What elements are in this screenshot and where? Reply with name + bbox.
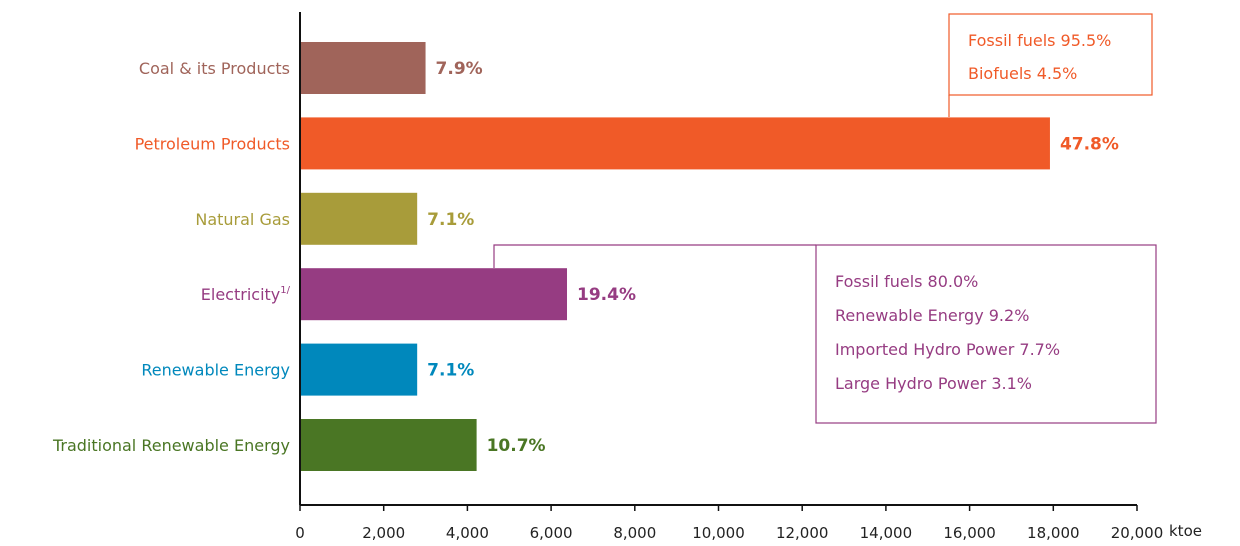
x-tick-label: 20,000 — [1111, 524, 1164, 542]
x-tick-label: 16,000 — [943, 524, 996, 542]
category-label-natural-gas: Natural Gas — [195, 210, 290, 229]
data-label-renewable-energy: 7.1% — [427, 361, 474, 381]
category-label-electricity: Electricity1/ — [201, 285, 291, 304]
category-superscript-electricity: 1/ — [280, 285, 290, 296]
bar-coal-its-products — [301, 42, 426, 94]
annotation-line-electricity: Imported Hydro Power 7.7% — [835, 340, 1060, 359]
bar-renewable-energy — [301, 343, 418, 396]
category-label-coal-its-products: Coal & its Products — [139, 59, 290, 78]
annotation-line-electricity: Renewable Energy 9.2% — [835, 306, 1029, 325]
x-tick-label: 0 — [295, 524, 305, 542]
x-ticks-layer: 0 2,000 4,000 6,000 8,000 10,000 12,000 14,000 1… — [295, 505, 1202, 542]
bar-electricity — [301, 268, 568, 321]
data-label-coal-its-products: 7.9% — [436, 59, 483, 79]
category-label-petroleum-products: Petroleum Products — [135, 134, 290, 153]
x-tick-label: 8,000 — [613, 524, 656, 542]
annotation-line-electricity: Large Hydro Power 3.1% — [835, 374, 1032, 393]
annotation-box-electricity — [815, 244, 1157, 424]
x-tick-label: 4,000 — [446, 524, 489, 542]
annotations-layer: Fossil fuels 95.5% Biofuels 4.5% Fossil fu… — [493, 13, 1157, 424]
bar-traditional-renewable-energy — [301, 419, 477, 471]
x-tick-label: 2,000 — [362, 524, 405, 542]
x-tick-label: 10,000 — [692, 524, 745, 542]
bar-petroleum-products — [301, 117, 1050, 170]
x-tick-label: 14,000 — [860, 524, 913, 542]
annotation-box-petroleum-products — [948, 13, 1153, 96]
annotation-line-petroleum-products: Fossil fuels 95.5% — [968, 31, 1111, 50]
data-label-natural-gas: 7.1% — [427, 210, 474, 230]
data-label-electricity: 19.4% — [577, 285, 636, 305]
x-tick-label: 6,000 — [530, 524, 573, 542]
category-label-traditional-renewable-energy: Traditional Renewable Energy — [52, 436, 290, 455]
bars-layer: Coal & its Products 7.9% Petroleum Product… — [52, 42, 1119, 471]
x-tick-label: 18,000 — [1027, 524, 1080, 542]
data-label-traditional-renewable-energy: 10.7% — [487, 436, 546, 456]
bar-natural-gas — [301, 192, 418, 245]
x-unit-label: ktoe — [1169, 522, 1202, 540]
annotation-line-petroleum-products: Biofuels 4.5% — [968, 64, 1077, 83]
category-label-renewable-energy: Renewable Energy — [141, 361, 290, 380]
annotation-leader-electricity — [493, 244, 816, 268]
x-tick-label: 12,000 — [776, 524, 829, 542]
data-label-petroleum-products: 47.8% — [1060, 134, 1119, 154]
annotation-line-electricity: Fossil fuels 80.0% — [835, 272, 978, 291]
